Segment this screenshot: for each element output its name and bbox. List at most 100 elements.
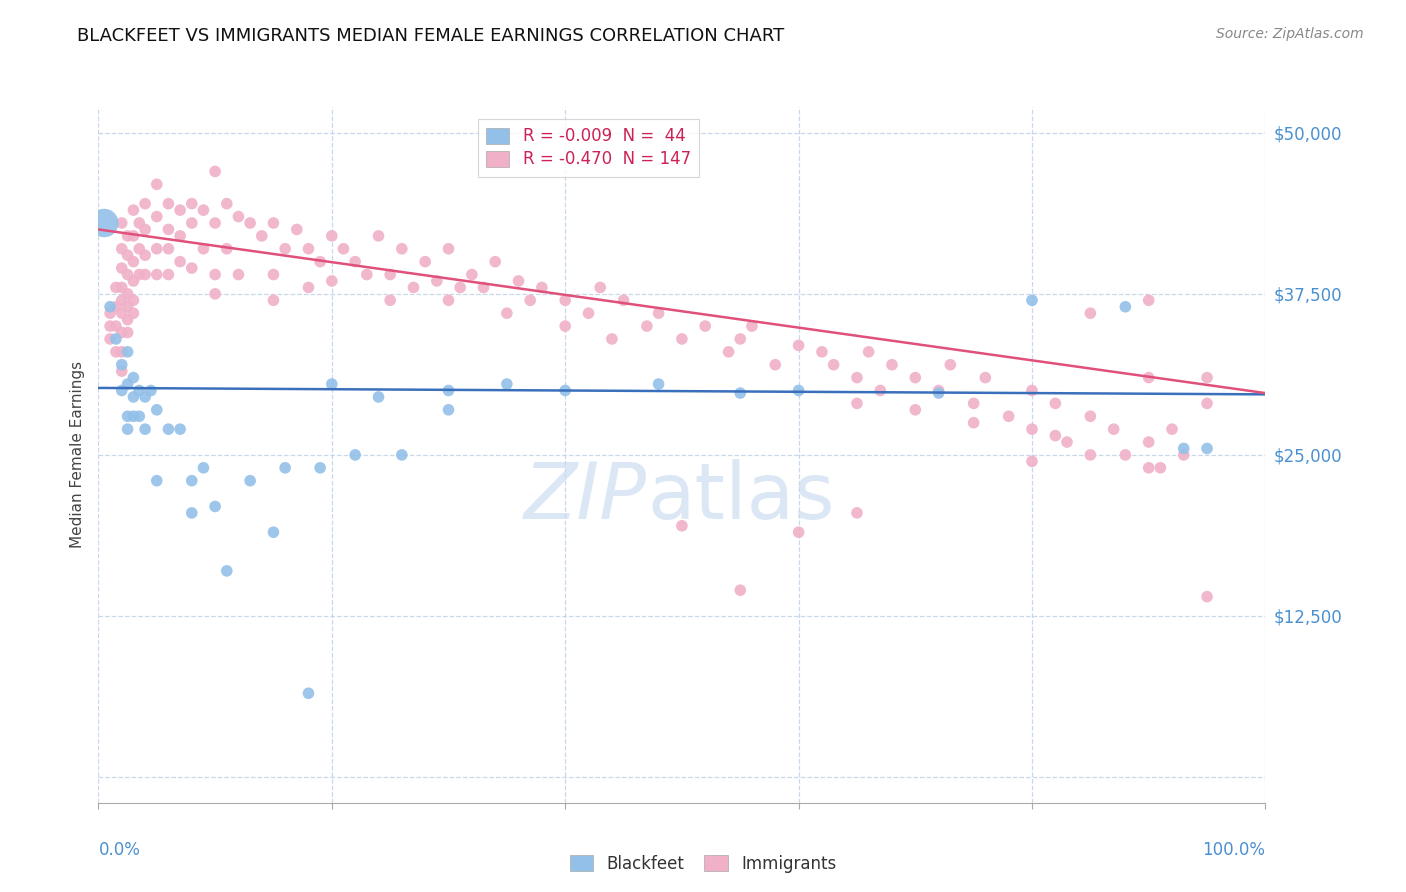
Point: [193, 203, 215, 218]
Point: [117, 248, 139, 262]
Point: [496, 377, 519, 392]
Point: [309, 460, 332, 475]
Point: [695, 319, 717, 334]
Point: [180, 196, 202, 211]
Point: [285, 222, 308, 236]
Point: [122, 254, 145, 268]
Point: [449, 280, 471, 294]
Point: [413, 254, 436, 268]
Point: [380, 268, 402, 282]
Point: [787, 525, 810, 540]
Point: [128, 216, 150, 230]
Point: [321, 274, 343, 288]
Point: [193, 460, 215, 475]
Point: [122, 306, 145, 320]
Point: [297, 242, 319, 256]
Point: [613, 293, 636, 308]
Point: [134, 222, 156, 236]
Point: [356, 268, 378, 282]
Point: [274, 460, 297, 475]
Point: [111, 364, 134, 378]
Legend: R = -0.009  N =  44, R = -0.470  N = 147: R = -0.009 N = 44, R = -0.470 N = 147: [478, 119, 699, 177]
Point: [823, 358, 845, 372]
Point: [262, 293, 284, 308]
Point: [128, 384, 150, 398]
Point: [367, 390, 389, 404]
Point: [321, 228, 343, 243]
Point: [1195, 396, 1218, 410]
Text: 0.0%: 0.0%: [98, 841, 141, 859]
Point: [344, 254, 367, 268]
Point: [671, 332, 693, 346]
Point: [204, 164, 226, 178]
Point: [904, 370, 927, 384]
Point: [1173, 448, 1195, 462]
Point: [111, 280, 134, 294]
Point: [1137, 370, 1160, 384]
Point: [1021, 384, 1043, 398]
Point: [215, 196, 238, 211]
Point: [180, 216, 202, 230]
Point: [391, 448, 413, 462]
Point: [904, 402, 927, 417]
Point: [730, 332, 752, 346]
Point: [1102, 422, 1125, 436]
Point: [204, 286, 226, 301]
Point: [1137, 435, 1160, 450]
Point: [146, 178, 169, 192]
Point: [647, 377, 669, 392]
Point: [117, 228, 139, 243]
Text: 100.0%: 100.0%: [1202, 841, 1265, 859]
Point: [1021, 422, 1043, 436]
Point: [402, 280, 425, 294]
Point: [846, 506, 869, 520]
Point: [1045, 396, 1067, 410]
Point: [472, 280, 495, 294]
Point: [157, 242, 180, 256]
Point: [928, 384, 950, 398]
Point: [519, 293, 541, 308]
Point: [204, 216, 226, 230]
Point: [104, 332, 127, 346]
Point: [180, 261, 202, 276]
Point: [117, 312, 139, 326]
Point: [117, 326, 139, 340]
Point: [554, 293, 576, 308]
Point: [600, 332, 623, 346]
Point: [717, 344, 740, 359]
Point: [297, 280, 319, 294]
Point: [117, 344, 139, 359]
Point: [146, 210, 169, 224]
Point: [1045, 428, 1067, 442]
Point: [367, 228, 389, 243]
Legend: Blackfeet, Immigrants: Blackfeet, Immigrants: [564, 848, 842, 880]
Point: [204, 500, 226, 514]
Point: [321, 377, 343, 392]
Text: ZIP: ZIP: [524, 458, 647, 534]
Point: [98, 300, 121, 314]
Y-axis label: Median Female Earnings: Median Female Earnings: [69, 361, 84, 549]
Point: [787, 384, 810, 398]
Point: [309, 254, 332, 268]
Point: [262, 216, 284, 230]
Point: [122, 390, 145, 404]
Point: [111, 326, 134, 340]
Point: [437, 293, 460, 308]
Point: [730, 583, 752, 598]
Point: [262, 268, 284, 282]
Point: [111, 384, 134, 398]
Point: [128, 268, 150, 282]
Point: [122, 293, 145, 308]
Point: [122, 274, 145, 288]
Text: Source: ZipAtlas.com: Source: ZipAtlas.com: [1216, 27, 1364, 41]
Point: [962, 396, 984, 410]
Point: [111, 242, 134, 256]
Point: [1114, 300, 1136, 314]
Point: [589, 280, 612, 294]
Point: [1137, 460, 1160, 475]
Point: [122, 370, 145, 384]
Point: [730, 386, 752, 401]
Point: [117, 377, 139, 392]
Point: [157, 222, 180, 236]
Point: [1195, 370, 1218, 384]
